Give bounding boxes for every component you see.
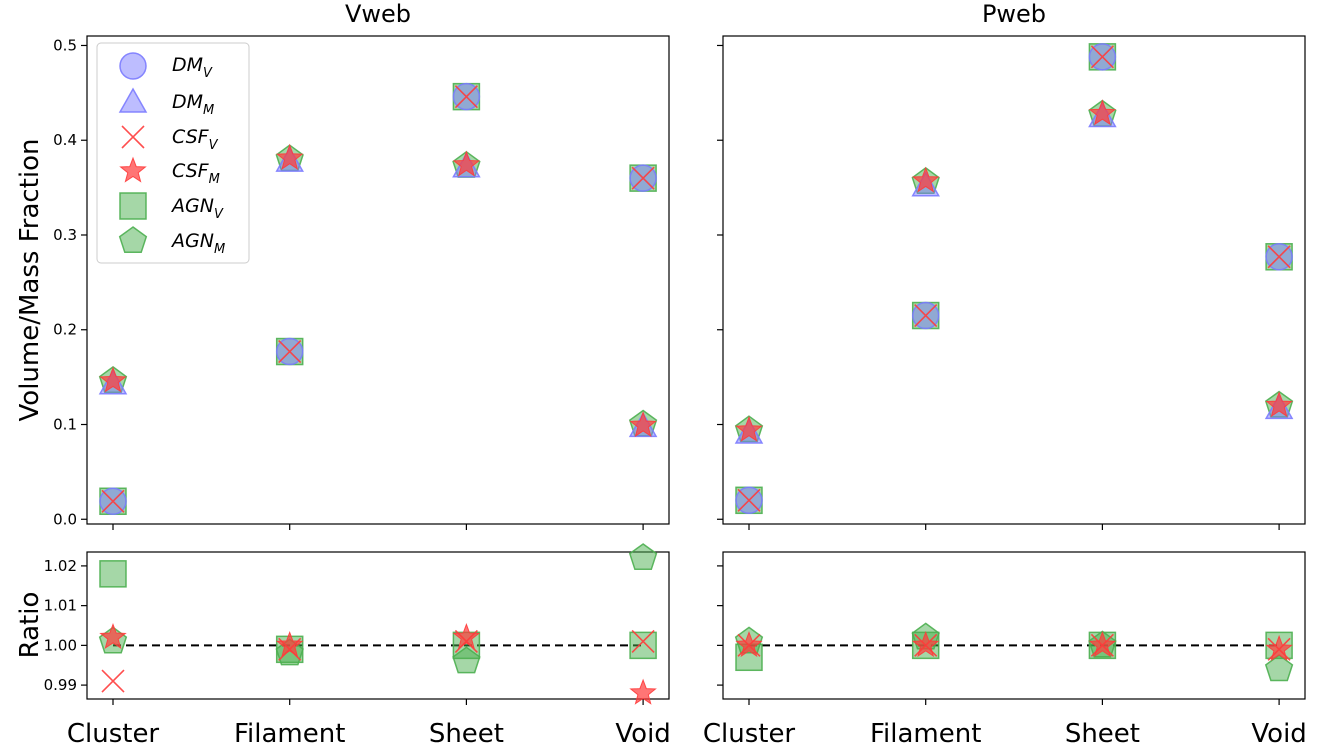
legend-marker-csf-v: [121, 125, 145, 149]
ticks-layer: 0.0 0.1 0.2 0.3 0.4 0.5 0.99 1.00 1.01 1.02 Cluste…: [44, 36, 1307, 749]
point-fraction-csf-v: [454, 85, 478, 109]
legend-label-dm-v: DMV: [172, 54, 213, 81]
x-tick-label-category: Filament: [870, 719, 981, 749]
axes-pweb-ratio: [722, 551, 1306, 700]
point-ratio-csf-m: [629, 678, 657, 705]
legend-label-csf-m: CSFM: [172, 160, 220, 187]
point-ratio-agn-m: [628, 543, 658, 571]
legend-marker-dm-m: [118, 87, 148, 113]
y-tick-label-fraction: 0.3: [53, 226, 77, 244]
point-ratio-agn-v: [629, 631, 657, 660]
data-marks: [98, 43, 1294, 705]
y-axis-title-fraction: Volume/Mass Fraction: [15, 139, 45, 422]
axes-vweb-ratio: [86, 551, 670, 700]
point-ratio-csf-m: [911, 630, 940, 658]
legend-sub: V: [209, 138, 219, 153]
legend-sub: M: [203, 103, 214, 118]
legend-marker-agn-m: [118, 226, 148, 254]
y-tick-label-ratio: 1.00: [44, 636, 77, 654]
legend-sub: M: [214, 242, 225, 257]
legend-sub: V: [203, 66, 213, 81]
point-ratio-csf-v: [101, 669, 125, 693]
y-tick-label-fraction: 0.2: [53, 321, 77, 339]
point-ratio-agn-m: [452, 646, 481, 674]
legend-base: AGN: [170, 230, 214, 252]
point-fraction-csf-v: [101, 489, 125, 513]
point-ratio-csf-m: [99, 622, 127, 650]
point-ratio-agn-m: [1264, 654, 1294, 682]
point-fraction-csf-m: [99, 366, 127, 393]
x-tick-label-category: Sheet: [1065, 719, 1140, 749]
legend-marker-agn-v: [119, 192, 147, 220]
y-tick-label-fraction: 0.5: [53, 36, 77, 54]
point-fraction-csf-m: [629, 411, 657, 438]
legend-base: CSF: [172, 126, 210, 148]
point-ratio-agn-v: [99, 560, 127, 588]
panel-title-vweb: Vweb: [345, 0, 411, 28]
legend-base: DM: [172, 54, 203, 76]
legend-label-agn-v: AGNV: [170, 195, 224, 222]
legend-sub: M: [209, 172, 220, 187]
point-fraction-csf-m: [1088, 99, 1117, 126]
point-fraction-csf-m: [911, 166, 940, 193]
panel-title-pweb: Pweb: [982, 0, 1046, 28]
y-tick-label-fraction: 0.4: [53, 131, 77, 149]
axes-pweb-fraction: [722, 35, 1306, 525]
point-ratio-csf-m: [735, 630, 763, 658]
point-fraction-csf-v: [914, 303, 938, 328]
point-fraction-csf-m: [275, 143, 304, 170]
legend: DMV DMM CSFV CSFM AGNV AGNM: [96, 42, 250, 264]
legend-base: AGN: [170, 195, 214, 217]
legend-label-csf-v: CSFV: [172, 126, 219, 153]
y-tick-label-ratio: 1.02: [44, 557, 77, 575]
point-ratio-csf-m: [275, 630, 304, 658]
legend-markers: [118, 52, 148, 254]
point-fraction-csf-m: [1265, 391, 1293, 418]
point-ratio-csf-m: [1265, 634, 1293, 662]
point-fraction-csf-v: [1267, 245, 1291, 269]
y-tick-label-ratio: 0.99: [44, 676, 77, 694]
y-axis-title-ratio: Ratio: [15, 592, 45, 659]
point-fraction-csf-v: [278, 339, 302, 364]
x-tick-label-category: Sheet: [429, 719, 504, 749]
point-fraction-csf-v: [1090, 45, 1114, 69]
x-tick-label-category: Void: [1251, 719, 1306, 749]
axes-vweb-fraction: [86, 35, 670, 525]
legend-marker-dm-v: [119, 52, 147, 80]
x-tick-label-category: Cluster: [703, 719, 796, 749]
x-tick-label-category: Cluster: [67, 719, 160, 749]
y-tick-label-fraction: 0.0: [53, 510, 77, 528]
point-ratio-csf-m: [1088, 630, 1117, 658]
point-fraction-csf-v: [631, 166, 655, 190]
point-fraction-csf-v: [737, 488, 761, 512]
legend-label-dm-m: DMM: [172, 91, 214, 118]
y-tick-label-fraction: 0.1: [53, 416, 77, 434]
legend-base: DM: [172, 91, 203, 113]
legend-base: CSF: [172, 160, 210, 182]
point-ratio-csf-m: [452, 622, 481, 650]
y-tick-label-ratio: 1.01: [44, 597, 77, 615]
legend-label-agn-m: AGNM: [170, 230, 225, 257]
legend-marker-csf-m: [119, 156, 147, 183]
point-fraction-csf-m: [452, 150, 481, 177]
legend-sub: V: [214, 207, 224, 222]
point-ratio-csf-v: [631, 629, 655, 653]
point-fraction-csf-m: [735, 415, 763, 442]
x-tick-label-category: Filament: [234, 719, 345, 749]
x-tick-label-category: Void: [615, 719, 670, 749]
